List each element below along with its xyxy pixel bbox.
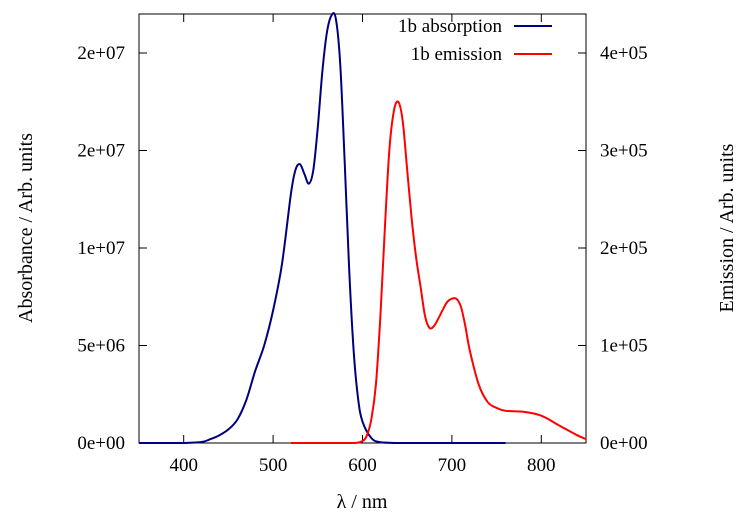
series-line-emission [290,100,587,444]
y-right-tick-label: 1e+05 [600,336,648,357]
x-axis-label: λ / nm [337,491,388,513]
y-right-tick-label: 4e+05 [600,43,648,64]
legend-label-absorption: 1b absorption [398,16,502,37]
series-line-absorption [139,12,506,444]
x-tick-label: 500 [259,455,288,476]
x-tick-label: 800 [527,455,556,476]
y-right-tick-label: 2e+05 [600,238,648,259]
series-layer [139,12,587,444]
legend: 1b absorption 1b emission [398,16,552,65]
y-right-tick-label: 0e+00 [600,433,648,454]
y-left-tick-label: 2e+07 [77,43,125,64]
x-tick-label: 400 [169,455,198,476]
y-left-tick-label: 1e+07 [77,238,125,259]
ticks: 400 500 600 700 800 0e+00 5e+06 1e+07 2e+07 2e+07… [77,14,648,476]
x-tick-label: 700 [438,455,467,476]
y-left-tick-label: 2e+07 [77,141,125,162]
y-left-tick-label: 0e+00 [77,433,125,454]
y-right-axis-label: Emission / Arb. units [716,143,737,312]
y-left-tick-label: 5e+06 [77,336,125,357]
legend-label-emission: 1b emission [411,44,503,65]
y-right-tick-label: 3e+05 [600,141,648,162]
x-tick-label: 600 [348,455,377,476]
y-left-axis-label: Absorbance / Arb. units [15,133,37,323]
plot-frame [138,13,587,444]
